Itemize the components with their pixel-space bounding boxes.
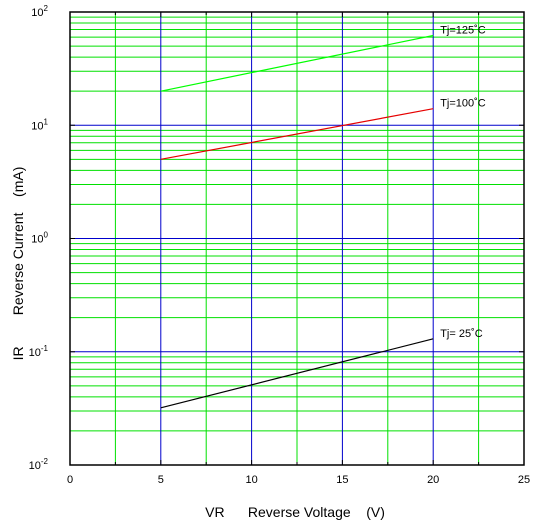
x-tick-label: 5 [158,474,164,486]
series-line-1 [160,108,434,160]
y-tick-label: 10-1 [29,344,49,359]
y-tick-label: 100 [31,231,48,246]
y-tick-label: 102 [31,4,48,19]
series-label-0: Tj=125˚C [440,25,486,37]
x-tick-label: 25 [518,474,530,486]
y-tick-label: 101 [31,117,48,132]
series-labels: Tj=125˚C Tj=100˚C Tj= 25˚C [440,25,486,340]
series-label-2: Tj= 25˚C [440,328,483,340]
x-tick-label: 20 [427,474,439,486]
series-label-1: Tj=100˚C [440,98,486,110]
grid-lines [69,11,525,466]
y-axis-label: IR Reverse Current (mA) [10,167,26,361]
x-tick-label: 0 [67,474,73,486]
y-tick-labels: 10-2 10-1 100 101 102 [29,4,49,472]
x-tick-label: 15 [336,474,348,486]
series-lines [160,34,434,409]
series-line-0 [160,34,434,92]
y-tick-label: 10-2 [29,457,49,472]
x-tick-labels: 0 5 10 15 20 25 [67,474,530,486]
x-axis-label: VR Reverse Voltage (V) [205,504,385,520]
tick-marks [69,11,525,466]
series-line-2 [160,338,434,409]
x-tick-label: 10 [245,474,257,486]
